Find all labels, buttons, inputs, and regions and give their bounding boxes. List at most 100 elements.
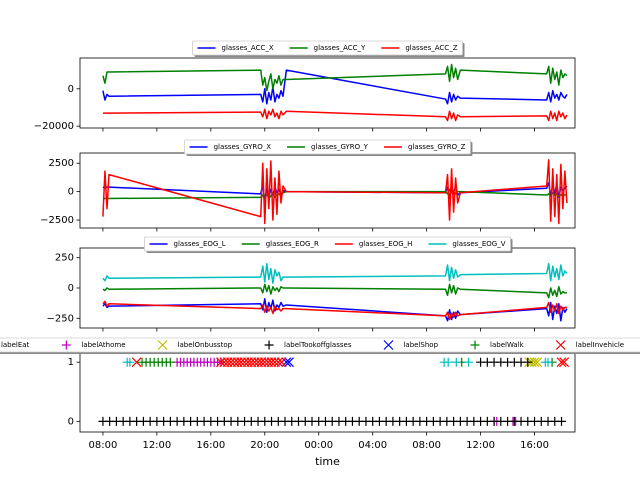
marker: [523, 357, 533, 367]
x-tick-label: 08:00: [89, 440, 118, 451]
series-line: [102, 283, 567, 299]
legend-frame: [192, 40, 463, 56]
legend-handle: [555, 340, 566, 350]
x-tick-label: 12:00: [466, 440, 495, 451]
legend-item: glasses_EOG_L: [149, 240, 226, 248]
legend-item: labelTookoffglasses: [264, 340, 352, 350]
y-tick-label: 0: [68, 187, 74, 198]
legend-label: labelAthome: [81, 341, 125, 349]
legend-item: labelInvehicle: [555, 340, 624, 350]
plot-area: [102, 263, 568, 322]
legend-label: glasses_ACC_X: [222, 44, 274, 52]
plot-area: [102, 63, 568, 122]
series-line: [102, 108, 568, 122]
y-tick-label: −250: [47, 313, 74, 324]
axes-frame: [79, 57, 576, 129]
marker: [125, 357, 135, 367]
legend-label: labelTookoffglasses: [284, 341, 352, 349]
legend-item: glasses_ACC_Z: [381, 44, 458, 52]
y-tick-label: 250: [55, 253, 74, 264]
legend: glasses_EOG_L glasses_EOG_R glasses_EOG_H g…: [144, 236, 513, 253]
marker: [529, 357, 540, 368]
y-tick-label: −2500: [40, 215, 74, 226]
legend-label: labelInvehicle: [576, 341, 624, 349]
plot-area: [102, 159, 568, 225]
legend-item: labelOnbusstop: [157, 340, 233, 350]
x-axis-label: time: [315, 455, 340, 468]
marker: [543, 357, 553, 367]
marker: [556, 357, 567, 368]
y-tick-label: 1: [68, 357, 74, 368]
legend-item: glasses_ACC_X: [197, 44, 274, 52]
legend-handle: [157, 340, 168, 350]
legend-label: glasses_EOG_V: [452, 240, 505, 248]
series-line: [102, 300, 567, 321]
marker: [165, 357, 175, 367]
x-tick-label: 04:00: [358, 440, 387, 451]
legend-item: labelShop: [383, 340, 439, 350]
legend-label: glasses_GYRO_Z: [408, 143, 466, 151]
marker: [532, 357, 543, 368]
legend-label: glasses_EOG_L: [174, 240, 226, 248]
y-tick-label: 0: [68, 84, 74, 95]
legend-label: labelEat: [1, 341, 30, 349]
legend-label: glasses_GYRO_Y: [311, 143, 369, 151]
legend-handle: [264, 340, 274, 350]
marker: [451, 357, 461, 367]
legend-handle: [383, 340, 394, 350]
legend-label: glasses_ACC_Z: [405, 44, 457, 52]
marker: [276, 357, 287, 368]
legend-frame: [0, 337, 640, 353]
legend-item: glasses_EOG_V: [428, 240, 506, 248]
marker: [559, 357, 570, 368]
legend-item: glasses_EOG_H: [334, 240, 413, 248]
legend: glasses_GYRO_X glasses_GYRO_Y glasses_GYRO…: [184, 139, 473, 156]
x-tick-label: 16:00: [196, 440, 225, 451]
x-tick-label: 08:00: [412, 440, 441, 451]
legend-frame: [184, 139, 471, 155]
marker: [463, 357, 473, 367]
subplot: 0 1 08:00 12:00 16:00 20:00 00:00 04:00 08:00 12:…: [0, 337, 640, 468]
legend-handle: [61, 340, 71, 350]
y-tick-label: −20000: [34, 121, 74, 132]
legend-label: glasses_GYRO_X: [214, 143, 272, 151]
legend-item: labelWalk: [470, 340, 525, 350]
y-tick-label: 2500: [49, 158, 74, 169]
marker: [281, 357, 292, 368]
x-tick-label: 20:00: [250, 440, 279, 451]
x-tick-label: 12:00: [142, 440, 171, 451]
plot-area: [98, 357, 570, 426]
legend-item: glasses_GYRO_Y: [287, 143, 369, 151]
marker: [443, 357, 453, 367]
x-tick-label: 00:00: [304, 440, 333, 451]
legend-item: glasses_EOG_R: [241, 240, 319, 248]
legend-label: labelOnbusstop: [178, 341, 233, 349]
legend-label: labelWalk: [490, 341, 525, 349]
series-line: [102, 63, 568, 92]
legend: labelEat labelAthome labelOnbusstop labelTo…: [0, 337, 640, 354]
legend-label: glasses_EOG_H: [359, 240, 413, 248]
legend-label: glasses_EOG_R: [266, 240, 319, 248]
legend-item: glasses_GYRO_Z: [383, 143, 466, 151]
legend: glasses_ACC_X glasses_ACC_Y glasses_ACC_Z: [192, 40, 465, 57]
legend-label: labelShop: [403, 341, 438, 349]
legend-frame: [144, 236, 511, 252]
y-tick-label: 0: [68, 283, 74, 294]
legend-item: labelEat: [1, 341, 30, 349]
marker: [557, 416, 567, 426]
legend-handle: [470, 340, 480, 350]
legend-item: glasses_GYRO_X: [189, 143, 272, 151]
marker: [284, 357, 294, 368]
series-line: [102, 69, 568, 105]
legend-item: glasses_ACC_Y: [289, 44, 366, 52]
series-line: [102, 159, 568, 225]
x-tick-label: 16:00: [520, 440, 549, 451]
y-tick-label: 0: [68, 416, 74, 427]
legend-item: labelAthome: [61, 340, 126, 350]
legend-label: glasses_ACC_Y: [314, 44, 366, 52]
